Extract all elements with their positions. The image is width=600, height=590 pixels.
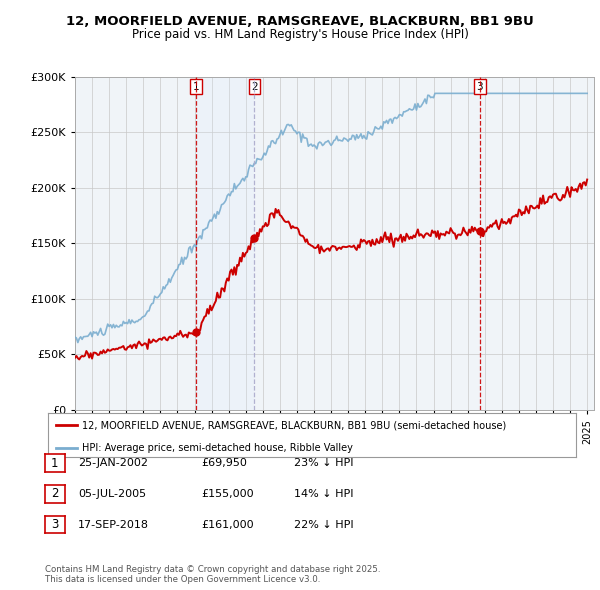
Text: 05-JUL-2005: 05-JUL-2005 bbox=[78, 489, 146, 499]
Text: 14% ↓ HPI: 14% ↓ HPI bbox=[294, 489, 353, 499]
Text: 17-SEP-2018: 17-SEP-2018 bbox=[78, 520, 149, 529]
Text: 22% ↓ HPI: 22% ↓ HPI bbox=[294, 520, 353, 529]
Text: Price paid vs. HM Land Registry's House Price Index (HPI): Price paid vs. HM Land Registry's House … bbox=[131, 28, 469, 41]
Text: £69,950: £69,950 bbox=[201, 458, 247, 468]
Text: 3: 3 bbox=[476, 81, 483, 91]
Text: £155,000: £155,000 bbox=[201, 489, 254, 499]
Text: Contains HM Land Registry data © Crown copyright and database right 2025.
This d: Contains HM Land Registry data © Crown c… bbox=[45, 565, 380, 584]
Text: 2: 2 bbox=[51, 487, 59, 500]
Text: 23% ↓ HPI: 23% ↓ HPI bbox=[294, 458, 353, 468]
Text: HPI: Average price, semi-detached house, Ribble Valley: HPI: Average price, semi-detached house,… bbox=[82, 442, 353, 453]
Text: 3: 3 bbox=[51, 518, 59, 531]
Text: 12, MOORFIELD AVENUE, RAMSGREAVE, BLACKBURN, BB1 9BU (semi-detached house): 12, MOORFIELD AVENUE, RAMSGREAVE, BLACKB… bbox=[82, 421, 506, 430]
Bar bbox=[196, 77, 254, 410]
Text: 1: 1 bbox=[193, 81, 199, 91]
Text: 2: 2 bbox=[251, 81, 258, 91]
Text: 1: 1 bbox=[51, 457, 59, 470]
Text: 25-JAN-2002: 25-JAN-2002 bbox=[78, 458, 148, 468]
Text: 12, MOORFIELD AVENUE, RAMSGREAVE, BLACKBURN, BB1 9BU: 12, MOORFIELD AVENUE, RAMSGREAVE, BLACKB… bbox=[66, 15, 534, 28]
Text: £161,000: £161,000 bbox=[201, 520, 254, 529]
